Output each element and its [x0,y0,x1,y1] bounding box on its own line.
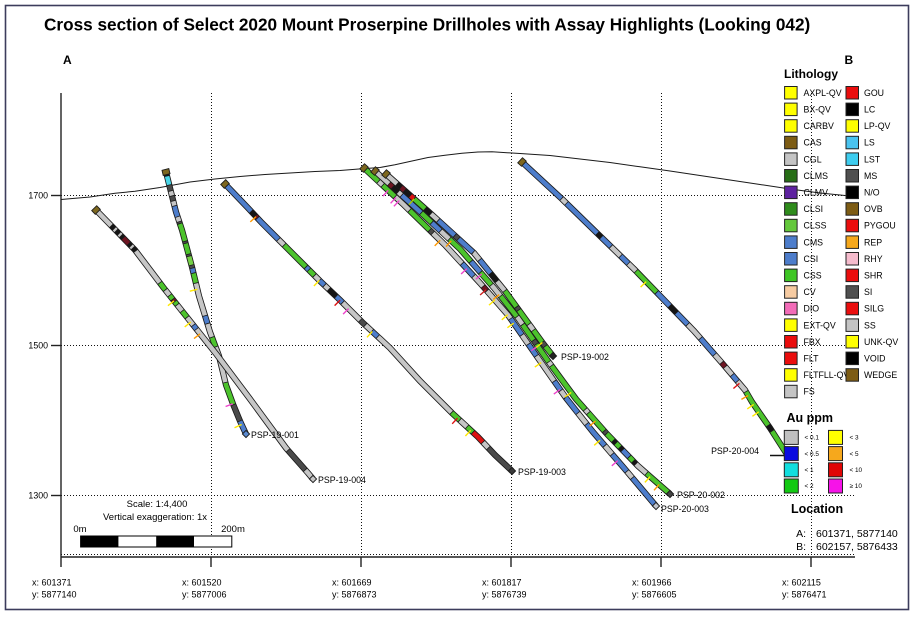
svg-text:200m: 200m [221,524,245,535]
svg-text:A:: A: [796,528,806,540]
svg-text:CAS: CAS [804,138,822,148]
svg-text:≥ 10: ≥ 10 [850,483,863,490]
svg-text:CLMV: CLMV [804,188,829,198]
svg-text:VOID: VOID [864,354,886,364]
svg-text:SILG: SILG [864,304,884,314]
svg-text:601371, 5877140: 601371, 5877140 [816,528,898,540]
svg-text:CSI: CSI [804,254,819,264]
svg-text:SS: SS [864,320,876,330]
svg-text:SI: SI [864,287,872,297]
svg-text:RHY: RHY [864,254,883,264]
svg-text:x: 601669: x: 601669 [332,578,372,588]
svg-text:LP-QV: LP-QV [864,121,891,131]
svg-text:Lithology: Lithology [784,67,838,81]
svg-text:PSP-19-001: PSP-19-001 [251,430,299,440]
svg-text:A: A [63,53,72,67]
svg-text:y: 5877006: y: 5877006 [182,590,227,600]
svg-text:UNK-QV: UNK-QV [864,337,898,347]
svg-text:y: 5876471: y: 5876471 [782,590,827,600]
svg-text:FS: FS [804,387,815,397]
svg-text:REP: REP [864,237,882,247]
svg-text:< 0.5: < 0.5 [805,451,820,458]
svg-text:CGL: CGL [804,154,822,164]
svg-text:PYGOU: PYGOU [864,221,896,231]
svg-text:< 3: < 3 [850,435,860,442]
svg-text:CARBV: CARBV [804,121,834,131]
svg-text:LS: LS [864,138,875,148]
svg-text:y: 5876605: y: 5876605 [632,590,677,600]
svg-text:LC: LC [864,105,876,115]
svg-text:Au ppm: Au ppm [787,411,834,425]
svg-text:PSP-20-004: PSP-20-004 [711,446,759,456]
svg-text:AXPL-QV: AXPL-QV [804,88,842,98]
svg-text:< 5: < 5 [850,451,860,458]
svg-text:< 10: < 10 [850,467,863,474]
svg-text:602157, 5876433: 602157, 5876433 [816,541,898,553]
svg-text:EXT-QV: EXT-QV [804,320,836,330]
svg-text:BX-QV: BX-QV [804,105,832,115]
svg-text:x: 601966: x: 601966 [632,578,672,588]
svg-text:LST: LST [864,154,881,164]
svg-text:CMS: CMS [804,237,824,247]
svg-text:y: 5876873: y: 5876873 [332,590,377,600]
svg-text:PSP-19-004: PSP-19-004 [318,475,366,485]
svg-text:B: B [845,53,854,67]
svg-text:B:: B: [796,541,806,553]
svg-text:PSP-19-002: PSP-19-002 [561,352,609,362]
svg-text:CLSS: CLSS [804,221,827,231]
svg-text:< 1: < 1 [805,467,815,474]
svg-text:PSP-20-002: PSP-20-002 [677,490,725,500]
svg-text:x: 601520: x: 601520 [182,578,222,588]
svg-text:Cross section of Select 2020 M: Cross section of Select 2020 Mount Prose… [44,14,810,34]
svg-text:WEDGE: WEDGE [864,370,897,380]
svg-text:Location: Location [791,502,843,516]
svg-text:N/O: N/O [864,188,880,198]
svg-text:y: 5877140: y: 5877140 [32,590,77,600]
svg-text:< 0.1: < 0.1 [805,435,820,442]
svg-text:MS: MS [864,171,877,181]
svg-text:x: 601817: x: 601817 [482,578,522,588]
svg-text:< 2: < 2 [805,483,815,490]
svg-text:SHR: SHR [864,271,883,281]
svg-text:FLT: FLT [804,354,820,364]
svg-text:Scale: 1:4,400: Scale: 1:4,400 [127,499,188,510]
svg-text:y: 5876739: y: 5876739 [482,590,527,600]
svg-text:GOU: GOU [864,88,884,98]
svg-text:DIO: DIO [804,304,820,314]
svg-text:CLSI: CLSI [804,204,824,214]
svg-text:1300: 1300 [28,491,48,501]
svg-text:FBX: FBX [804,337,821,347]
svg-text:1500: 1500 [28,341,48,351]
svg-text:CV: CV [804,287,816,297]
svg-text:CSS: CSS [804,271,822,281]
svg-text:x: 601371: x: 601371 [32,578,72,588]
svg-text:PSP-19-003: PSP-19-003 [518,467,566,477]
svg-text:0m: 0m [73,524,86,535]
svg-text:CLMS: CLMS [804,171,829,181]
svg-text:OVB: OVB [864,204,883,214]
svg-text:PSP-20-003: PSP-20-003 [661,504,709,514]
svg-text:x: 602115: x: 602115 [782,578,821,588]
svg-text:1700: 1700 [28,191,48,201]
svg-text:FLTFLL-QV: FLTFLL-QV [804,370,850,380]
svg-text:Vertical exaggeration: 1x: Vertical exaggeration: 1x [103,512,207,523]
